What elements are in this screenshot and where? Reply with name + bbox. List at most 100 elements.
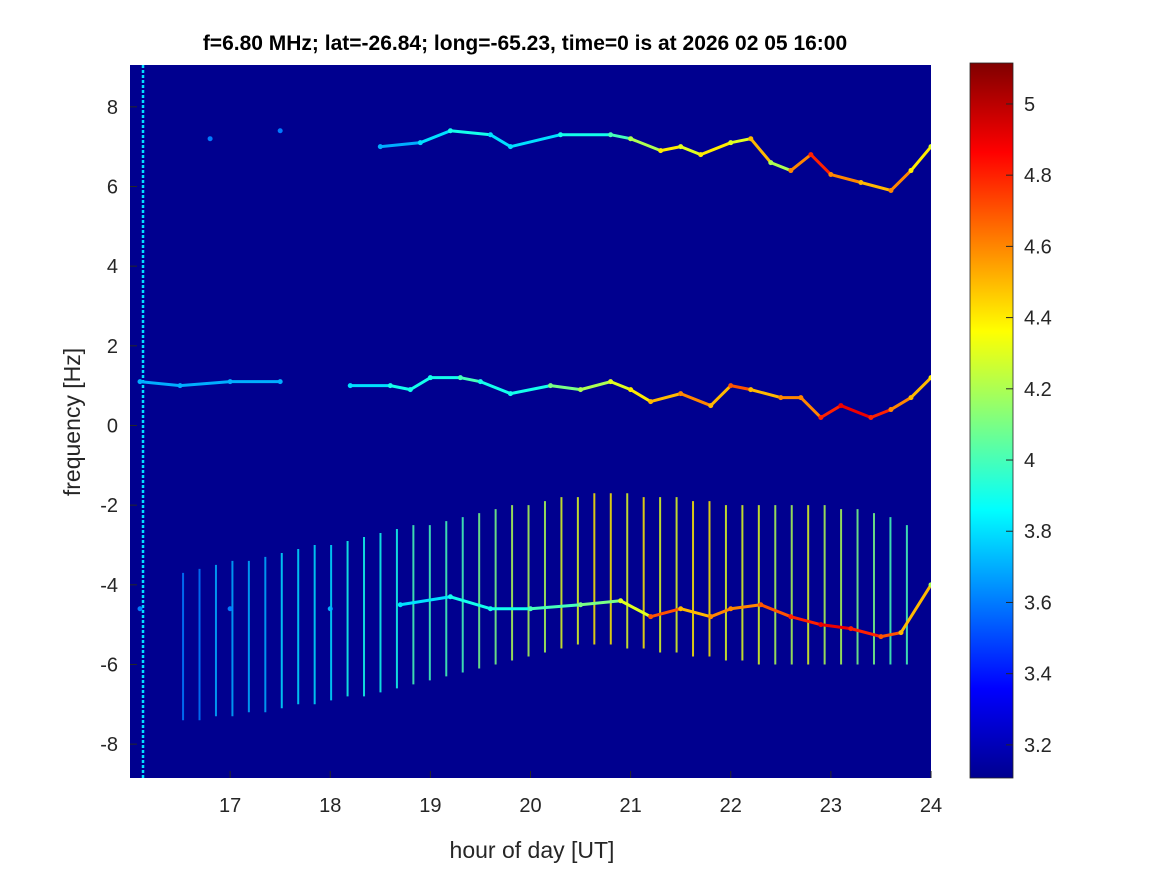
y-tick-label: 0: [107, 415, 118, 437]
y-tick-label: -4: [100, 575, 118, 597]
middle-echo-segment: [549, 384, 583, 392]
middle-echo-segment: [869, 408, 893, 420]
x-tick-label: 18: [319, 795, 341, 817]
middle-echo-point: [177, 383, 183, 389]
lower-echo-segment: [879, 631, 903, 639]
middle-echo-point: [778, 395, 784, 401]
middle-echo-point: [648, 399, 654, 405]
lower-echo-segment: [729, 603, 763, 611]
colorbar-tick-label: 3.2: [1024, 735, 1052, 757]
lower-echo-point: [788, 614, 794, 620]
middle-echo-point: [347, 383, 353, 389]
colorbar-tick-label: 3.8: [1024, 521, 1052, 543]
middle-echo-point: [678, 391, 684, 397]
lower-echo-segment: [529, 603, 583, 611]
middle-echo-point: [277, 379, 283, 385]
lower-echo-segment: [448, 595, 492, 611]
middle-echo-segment: [839, 404, 873, 420]
colorbar-tick-label: 4.8: [1024, 165, 1052, 187]
lower-echo-point: [648, 614, 654, 620]
lower-echo-point: [928, 582, 931, 588]
colorbar-tick-label: 4.4: [1024, 308, 1052, 330]
lower-echo-segment: [899, 583, 931, 635]
middle-echo-segment: [729, 384, 753, 392]
upper-echo-point: [417, 140, 423, 146]
upper-echo-segment: [749, 137, 773, 165]
middle-echo-segment: [749, 388, 783, 400]
chart-title: f=6.80 MHz; lat=-26.84; long=-65.23, tim…: [203, 32, 847, 55]
x-tick-label: 22: [720, 795, 742, 817]
y-tick-label: -8: [100, 734, 118, 756]
plot-area: [130, 65, 931, 778]
middle-echo-point: [407, 387, 413, 393]
middle-echo-segment: [579, 380, 613, 392]
middle-echo-segment: [649, 392, 683, 404]
lower-echo-point: [487, 606, 493, 612]
middle-echo-point: [507, 391, 513, 397]
upper-echo-point: [748, 136, 754, 142]
middle-echo-point: [477, 379, 483, 385]
upper-echo-segment: [729, 137, 753, 145]
upper-echo-segment: [829, 173, 863, 185]
y-tick-label: -6: [100, 654, 118, 676]
lower-echo-point: [618, 598, 624, 604]
upper-echo-point: [628, 136, 634, 142]
middle-echo-point: [748, 387, 754, 393]
upper-echo-segment: [418, 129, 452, 145]
upper-echo-segment: [488, 133, 512, 149]
colorbar-axis: 3.2 3.4 3.6 3.8 4 4.2 4.4 4.6 4.8 5: [1006, 94, 1052, 757]
lower-echo-segment: [679, 607, 713, 619]
middle-echo-point: [548, 383, 554, 389]
colorbar-tick-label: 4.2: [1024, 379, 1052, 401]
lower-echo-point: [528, 606, 533, 612]
lower-echo-segment: [709, 607, 733, 619]
x-axis-label: hour of day [UT]: [450, 837, 615, 863]
y-axis-label: frequency [Hz]: [59, 348, 85, 496]
middle-echo-point: [427, 375, 433, 381]
lower-echo-point: [848, 626, 854, 632]
upper-echo-point: [377, 144, 383, 150]
x-tick-label: 21: [620, 795, 642, 817]
middle-echo-point: [868, 415, 874, 421]
lower-echo-segment: [619, 599, 653, 619]
x-tick-label: 23: [820, 795, 842, 817]
upper-echo-segment: [909, 145, 931, 173]
y-tick-label: 6: [107, 176, 118, 198]
middle-echo-segment: [819, 404, 843, 420]
lower-echo-segment: [649, 607, 683, 619]
upper-echo-segment: [859, 181, 893, 192]
middle-echo-segment: [408, 376, 432, 392]
middle-echo-segment: [909, 376, 931, 400]
colorbar-tick-label: 3.6: [1024, 592, 1052, 614]
upper-echo-point: [487, 132, 493, 138]
x-tick-label: 24: [920, 795, 942, 817]
upper-echo-point: [768, 160, 774, 166]
middle-echo-point: [457, 375, 463, 381]
middle-echo-segment: [889, 396, 913, 412]
middle-echo-segment: [508, 384, 553, 396]
upper-echo-point: [788, 168, 794, 174]
upper-echo-point: [698, 152, 704, 158]
middle-echo-segment: [609, 380, 633, 392]
colorbar: [969, 62, 1014, 779]
upper-echo-point: [908, 168, 914, 174]
middle-echo-point: [928, 375, 931, 381]
upper-echo-segment: [508, 133, 563, 149]
y-tick-label: 4: [107, 256, 118, 278]
upper-echo-segment: [769, 161, 793, 173]
lower-echo-segment: [759, 603, 793, 619]
upper-echo-segment: [789, 153, 813, 173]
middle-echo-point: [798, 395, 804, 401]
upper-echo-point: [507, 144, 513, 150]
upper-echo-segment: [378, 141, 422, 149]
upper-echo-segment: [809, 153, 833, 177]
upper-echo-point: [447, 128, 453, 134]
lower-echo-point: [898, 630, 904, 636]
upper-echo-point: [558, 132, 564, 138]
lower-echo-point: [137, 606, 143, 612]
upper-echo-segment: [609, 133, 633, 141]
upper-echo-point: [658, 148, 664, 154]
middle-echo-segment: [709, 384, 733, 408]
middle-echo-point: [227, 379, 233, 385]
lower-echo-point: [728, 606, 734, 612]
